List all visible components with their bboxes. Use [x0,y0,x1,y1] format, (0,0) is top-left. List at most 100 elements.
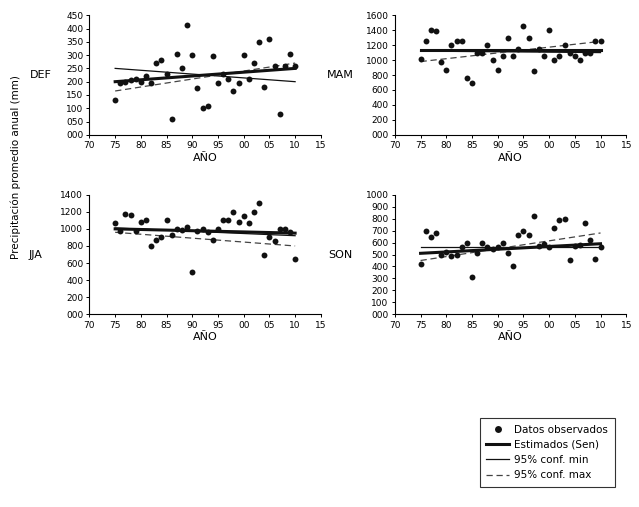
Point [157,233,167,241]
X-axis label: AÑO: AÑO [193,333,217,342]
Point [575,241,585,249]
Point [472,49,482,57]
Point [192,84,203,92]
Point [482,41,493,49]
Point [462,74,472,82]
Point [218,216,228,225]
Point [493,66,503,74]
Point [259,83,270,91]
Point [467,79,477,87]
Point [580,49,590,57]
Point [441,66,451,74]
Point [197,104,208,113]
Point [208,52,218,60]
Point [539,240,549,248]
Point [238,51,249,59]
Point [446,41,456,49]
Point [265,35,275,43]
Point [457,243,467,251]
Point [167,231,177,239]
Point [238,212,249,220]
Point [559,214,569,223]
Point [559,41,569,49]
Point [534,242,544,250]
Point [203,101,213,110]
Point [415,55,426,63]
Point [420,227,431,235]
Point [270,62,280,70]
Legend: Datos observados, Estimados (Sen), 95% conf. min, 95% conf. max: Datos observados, Estimados (Sen), 95% c… [480,418,615,487]
Point [208,236,218,244]
Point [549,56,559,64]
X-axis label: AÑO: AÑO [193,153,217,163]
Point [570,242,580,250]
Point [270,237,280,245]
Point [182,20,192,28]
X-axis label: AÑO: AÑO [498,153,523,163]
Point [467,273,477,281]
Point [146,79,157,87]
Point [518,22,528,30]
Point [130,75,141,83]
Point [477,238,488,246]
Y-axis label: SON: SON [328,249,353,260]
Point [254,199,265,207]
Point [197,225,208,233]
Point [523,33,534,42]
Point [187,268,197,276]
Point [243,75,254,83]
Point [223,75,233,83]
Point [513,45,523,53]
Point [477,49,488,57]
Point [177,64,187,73]
Point [590,255,601,263]
Point [462,238,472,246]
Point [570,52,580,60]
Y-axis label: JJA: JJA [28,249,42,260]
Point [534,45,544,53]
Point [498,238,508,246]
Point [539,52,549,60]
Point [523,231,534,239]
Point [172,225,182,233]
Point [513,231,523,239]
Point [498,52,508,60]
Point [177,226,187,234]
Point [110,96,120,104]
Point [157,56,167,64]
Point [135,78,146,86]
Point [141,216,151,225]
Point [596,37,606,45]
Point [135,218,146,226]
Point [249,59,259,67]
Point [488,56,498,64]
Point [275,110,285,118]
Point [508,263,518,271]
Point [259,250,270,259]
Point [590,38,601,46]
Point [213,79,223,87]
Point [415,260,426,268]
Point [436,57,446,65]
Point [596,243,606,251]
Point [146,242,157,250]
Point [518,227,528,235]
Point [203,228,213,236]
Point [426,233,436,241]
Point [554,216,564,224]
Point [233,79,243,87]
Point [436,250,446,259]
Point [446,251,456,260]
Point [151,236,162,244]
Point [162,216,172,225]
Point [249,208,259,216]
Text: Precipitación promedio anual (mm): Precipitación promedio anual (mm) [11,76,21,259]
Point [120,210,130,219]
Point [585,236,596,244]
Point [125,211,135,219]
Point [585,49,596,57]
Point [564,257,574,265]
Point [451,38,461,46]
Point [457,38,467,46]
Point [290,62,300,70]
